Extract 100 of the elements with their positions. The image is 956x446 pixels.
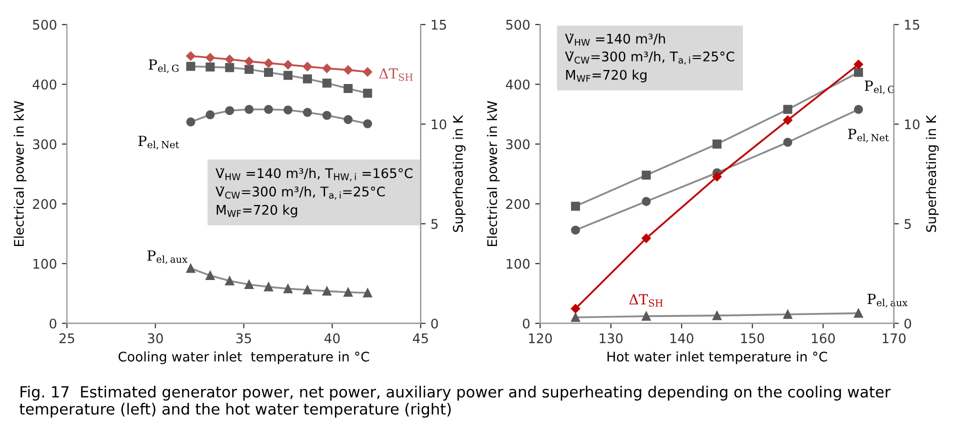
x-tick-label: 170 xyxy=(882,333,906,344)
point xyxy=(264,68,274,77)
y-tick-label: 300 xyxy=(506,139,530,150)
point xyxy=(186,62,196,71)
y2-tick-label: 10 xyxy=(905,119,920,130)
point xyxy=(206,62,215,72)
x-tick-label: 160 xyxy=(812,333,835,344)
y2-tick-label: 0 xyxy=(431,318,438,329)
point xyxy=(302,62,312,72)
x-tick-label: 130 xyxy=(600,333,623,344)
y-tick-label: 500 xyxy=(33,20,56,30)
y2-tick-label: 5 xyxy=(904,219,911,229)
series-label: P$_{el,G}$ xyxy=(148,59,178,74)
y-tick-label: 400 xyxy=(506,80,530,90)
series-label: P$_{el,Net}$ xyxy=(138,136,180,150)
point xyxy=(206,52,215,62)
point xyxy=(283,105,293,115)
point xyxy=(783,138,792,147)
series-label: ΔT$_{SH}$ xyxy=(629,294,663,307)
x-tick-label: 40 xyxy=(324,333,340,344)
series-label: P$_{el,aux}$ xyxy=(147,250,188,264)
y2-tick-label: 15 xyxy=(905,20,920,30)
x-tick-label: 25 xyxy=(59,333,74,344)
point xyxy=(244,280,254,290)
point xyxy=(186,117,196,126)
point xyxy=(225,63,234,72)
point xyxy=(206,110,215,120)
point xyxy=(571,202,580,211)
y2-tick-label: 0 xyxy=(904,318,912,329)
point xyxy=(571,312,580,322)
y-axis-title: Electrical power in kW xyxy=(486,101,500,246)
series-label: P$_{el,Net}$ xyxy=(848,128,889,142)
x-tick-label: 35 xyxy=(236,333,252,344)
point xyxy=(363,288,372,298)
x-axis-title: Hot water inlet temperature in °C xyxy=(608,351,828,364)
y-axis-title: Electrical power in kW xyxy=(14,101,26,246)
y-tick-label: 0 xyxy=(50,318,56,329)
point xyxy=(322,110,332,120)
point xyxy=(783,310,792,319)
point xyxy=(244,64,254,74)
y2-tick-label: 5 xyxy=(431,219,438,229)
point xyxy=(302,108,312,117)
point xyxy=(854,308,863,318)
point xyxy=(363,88,372,98)
point xyxy=(642,170,651,180)
caption: Fig. 17 Estimated generator power, net power, auxiliary power and superheating depending on the cooling water temperature (left) and the hot water temperature (right) xyxy=(20,386,891,418)
y-tick-label: 200 xyxy=(32,199,56,210)
x-tick-label: 45 xyxy=(412,333,428,344)
y-tick-label: 400 xyxy=(32,80,56,90)
y2-tick-label: 15 xyxy=(432,20,446,30)
y-tick-label: 0 xyxy=(522,318,530,329)
point xyxy=(302,285,312,294)
point xyxy=(244,56,254,66)
series-label: ΔT$_{SH}$ xyxy=(379,68,413,81)
point xyxy=(642,234,651,243)
point xyxy=(283,60,293,70)
point xyxy=(206,271,215,280)
point xyxy=(244,104,254,114)
y2-tick-label: 10 xyxy=(432,119,446,130)
point xyxy=(642,196,651,206)
point xyxy=(302,74,312,84)
point xyxy=(783,116,792,125)
point xyxy=(225,54,234,64)
point xyxy=(344,288,353,297)
y2-axis-title: Superheating in K xyxy=(452,114,466,232)
point xyxy=(225,276,234,286)
point xyxy=(283,284,293,294)
point xyxy=(264,104,274,114)
x-axis-title: Cooling water inlet temperature in °C xyxy=(118,351,370,364)
point xyxy=(322,78,332,88)
point xyxy=(712,311,722,320)
point xyxy=(712,140,722,149)
x-tick-label: 120 xyxy=(528,333,552,344)
point xyxy=(225,106,234,116)
point xyxy=(186,264,196,273)
point xyxy=(264,58,274,68)
y-tick-label: 200 xyxy=(506,199,530,210)
y-tick-label: 100 xyxy=(33,258,56,269)
point xyxy=(344,115,353,124)
point xyxy=(322,286,332,296)
point xyxy=(362,67,372,77)
y-tick-label: 300 xyxy=(33,139,56,150)
point xyxy=(783,104,792,114)
point xyxy=(264,282,274,292)
point xyxy=(854,60,864,69)
point xyxy=(570,304,580,314)
point xyxy=(854,104,863,114)
point xyxy=(571,226,580,235)
point xyxy=(283,70,293,80)
x-tick-label: 150 xyxy=(741,333,764,344)
point xyxy=(322,64,332,73)
series-label: P$_{el,aux}$ xyxy=(868,294,908,308)
point xyxy=(344,84,353,93)
text: V̇$_{HW}$ =140 m³/h, T$_{HW,i}$ =165°C V̇$_{CW}$=300 m³/h, T$_{a,i}$=25°C M$_{WF}$=720 kg xyxy=(216,168,412,218)
x-tick-label: 30 xyxy=(148,333,163,344)
y-tick-label: 100 xyxy=(506,258,530,269)
point xyxy=(642,312,651,321)
point xyxy=(186,51,196,61)
point xyxy=(712,172,722,182)
point xyxy=(363,119,372,128)
